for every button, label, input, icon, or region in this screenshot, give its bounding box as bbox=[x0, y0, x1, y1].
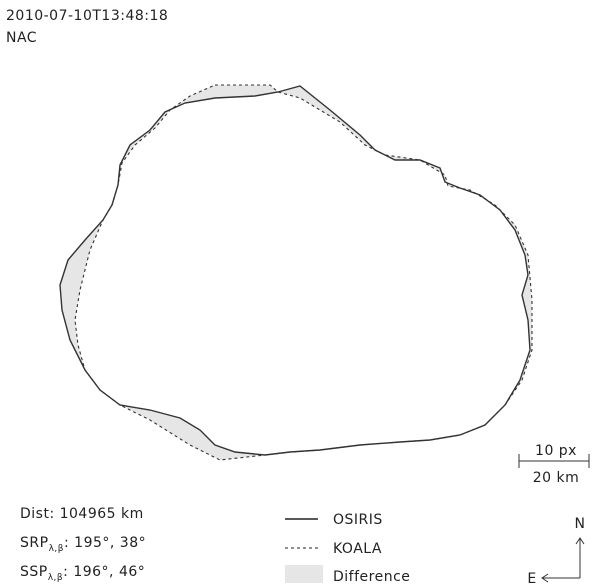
scale-bar bbox=[518, 454, 590, 468]
osiris-outline bbox=[59, 85, 531, 456]
camera: NAC bbox=[6, 30, 37, 46]
scale-distance: 20 km bbox=[533, 470, 580, 486]
srp: SRPλ,β: 195°, 38° bbox=[20, 535, 146, 554]
timestamp: 2010-07-10T13:48:18 bbox=[6, 8, 168, 24]
compass-north: N bbox=[575, 516, 586, 532]
ssp: SSPλ,β: 196°, 46° bbox=[20, 564, 145, 583]
legend-label: Difference bbox=[333, 569, 410, 585]
difference-area bbox=[60, 85, 532, 460]
srp-label: SRP bbox=[20, 535, 49, 551]
ssp-label: SSP bbox=[20, 564, 48, 580]
legend-label: KOALA bbox=[333, 541, 382, 557]
compass-east: E bbox=[527, 571, 536, 586]
koala-outline bbox=[74, 84, 533, 461]
srp-subscript: λ,β bbox=[49, 544, 64, 554]
distance: Dist: 104965 km bbox=[20, 506, 144, 522]
ssp-value: : 196°, 46° bbox=[63, 564, 145, 580]
ssp-subscript: λ,β bbox=[48, 573, 63, 583]
legend-label: OSIRIS bbox=[333, 512, 383, 528]
compass bbox=[541, 537, 585, 583]
srp-value: : 195°, 38° bbox=[64, 535, 146, 551]
scale-pixels: 10 px bbox=[535, 443, 577, 459]
legend-swatch bbox=[285, 565, 323, 583]
